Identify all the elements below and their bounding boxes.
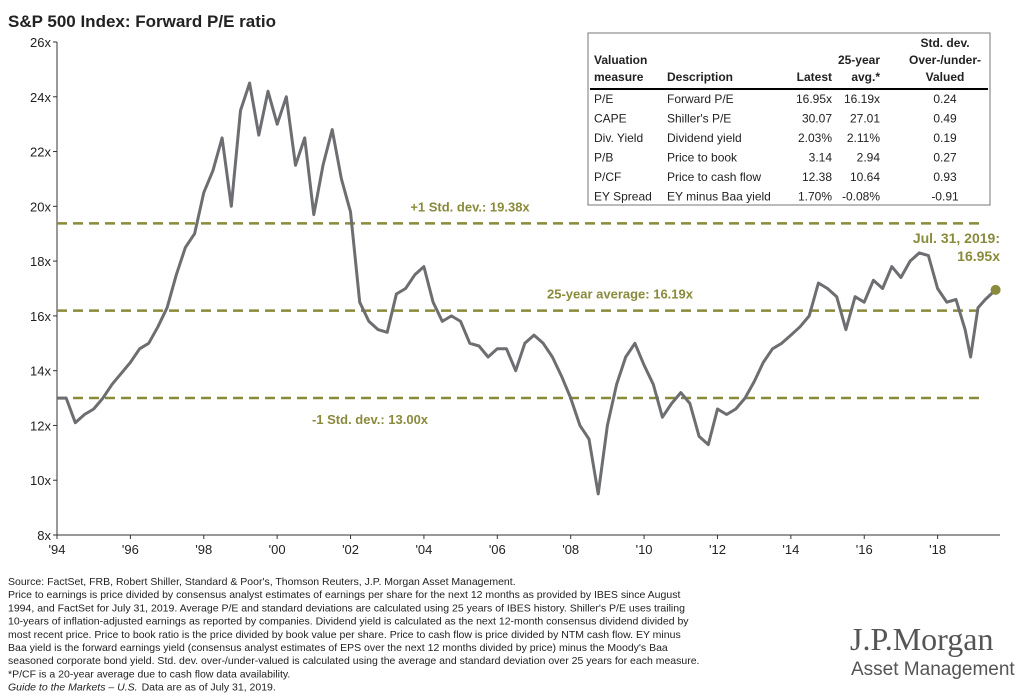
footnote: Baa yield is the forward earnings yield … (8, 642, 668, 654)
table-header: 25-year (838, 53, 880, 67)
table-cell: 2.03% (798, 131, 832, 145)
table-cell: 0.19 (933, 131, 957, 145)
line (57, 81, 997, 496)
table-cell: Dividend yield (667, 131, 742, 145)
table-header: Over-/under- (909, 53, 981, 67)
reference-label: -1 Std. dev.: 13.00x (312, 412, 429, 427)
y-tick-label: 22x (30, 145, 51, 160)
table-cell: Price to cash flow (667, 170, 761, 184)
table-cell: 30.07 (802, 112, 832, 126)
table-cell: 16.19x (844, 92, 880, 106)
table-cell: 10.64 (850, 170, 880, 184)
guide-title: Guide to the Markets – U.S. (8, 682, 138, 694)
end-label: Jul. 31, 2019: (913, 230, 1000, 246)
end-label: 16.95x (957, 248, 1000, 264)
x-tick-label: '96 (122, 542, 139, 557)
y-tick-label: 10x (30, 473, 51, 488)
reference-label: +1 Std. dev.: 19.38x (410, 199, 530, 214)
table-cell: P/E (594, 92, 613, 106)
table-cell: Div. Yield (594, 131, 643, 145)
table-cell: P/CF (594, 170, 621, 184)
y-tick-label: 8x (37, 528, 51, 543)
table-cell: Forward P/E (667, 92, 734, 106)
table-header: Latest (797, 70, 832, 84)
footnote: seasoned corporate bond yield. Std. dev.… (8, 655, 699, 667)
end-point (990, 284, 1001, 295)
footnote: *P/CF is a 20-year average due to cash f… (8, 668, 290, 680)
table-cell: 0.27 (933, 151, 957, 165)
table-cell: -0.08% (842, 190, 880, 204)
footnote: 1994, and FactSet for July 31, 2019. Ave… (8, 602, 685, 614)
table-cell: 1.70% (798, 190, 832, 204)
y-tick-label: 16x (30, 309, 51, 324)
y-tick-label: 14x (30, 364, 51, 379)
footnote: Source: FactSet, FRB, Robert Shiller, St… (8, 576, 516, 588)
y-tick-label: 18x (30, 254, 51, 269)
table-cell: 2.11% (847, 131, 880, 145)
x-tick-label: '16 (856, 542, 873, 557)
table-box (587, 32, 991, 206)
x-tick-label: '00 (269, 542, 286, 557)
y-tick-label: 24x (30, 90, 51, 105)
footnote: 10-years of inflation-adjusted earnings … (8, 616, 689, 628)
table-cell: Price to book (667, 151, 738, 165)
x-tick-label: '98 (195, 542, 212, 557)
footnote: most recent price. Price to book ratio i… (8, 629, 681, 641)
table-cell: Shiller's P/E (667, 112, 731, 126)
table-cell: EY minus Baa yield (667, 190, 771, 204)
x-tick-label: '08 (562, 542, 579, 557)
y-tick-label: 12x (30, 418, 51, 433)
guide-text: Data are as of July 31, 2019. (142, 682, 276, 694)
y-tick-label: 26x (30, 35, 51, 50)
table-cell: 2.94 (857, 151, 881, 165)
logo-subtitle: Asset Management (851, 659, 1015, 680)
table-cell: 0.49 (933, 112, 957, 126)
x-tick-label: '10 (636, 542, 653, 557)
x-tick-label: '02 (342, 542, 359, 557)
table-cell: 12.38 (802, 170, 832, 184)
table-header: Std. dev. (920, 36, 969, 50)
chart-title: S&P 500 Index: Forward P/E ratio (8, 12, 276, 31)
table-header: Valuation (594, 53, 647, 67)
table-cell: 3.14 (809, 151, 833, 165)
x-tick-label: '06 (489, 542, 506, 557)
x-tick-label: '14 (782, 542, 799, 557)
table-cell: P/B (594, 151, 613, 165)
table-header: avg.* (851, 70, 880, 84)
table-cell: 0.93 (933, 170, 957, 184)
table-header: measure (594, 70, 644, 84)
table-header: Valued (926, 70, 965, 84)
x-tick-label: '04 (415, 542, 432, 557)
table-header: Description (667, 70, 733, 84)
y-tick-label: 20x (30, 199, 51, 214)
table-cell: 16.95x (796, 92, 832, 106)
table-cell: 27.01 (850, 112, 880, 126)
table-cell: CAPE (594, 112, 627, 126)
x-tick-label: '18 (929, 542, 946, 557)
logo-name: J.P.Morgan (850, 621, 993, 657)
table-cell: -0.91 (931, 190, 959, 204)
x-tick-label: '94 (49, 542, 66, 557)
reference-label: 25-year average: 16.19x (547, 287, 694, 302)
x-tick-label: '12 (709, 542, 726, 557)
table-cell: 0.24 (933, 92, 957, 106)
footnote: Price to earnings is price divided by co… (8, 589, 680, 601)
table-cell: EY Spread (594, 190, 652, 204)
